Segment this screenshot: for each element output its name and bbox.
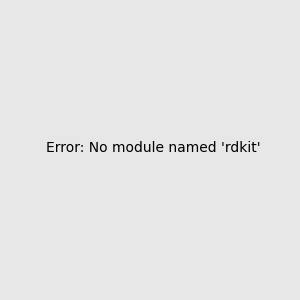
Text: Error: No module named 'rdkit': Error: No module named 'rdkit' (46, 140, 261, 154)
